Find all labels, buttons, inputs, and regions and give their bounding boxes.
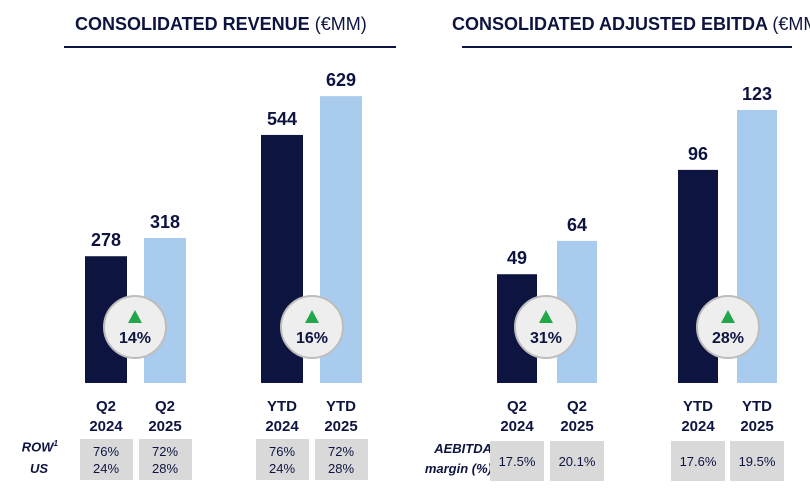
revenue-table-cell-value: 24% [268,460,296,476]
ebitda-table-cell-value: 17.5% [498,453,536,469]
revenue-table-cell: 76% 24% [255,439,309,480]
revenue-bar-value-label: 278 [91,230,121,250]
ebitda-chart-title: CONSOLIDATED ADJUSTED EBITDA (€MM) [452,12,810,36]
ebitda-growth-label: 31% [530,330,562,347]
revenue-row-label-row: ROW1 [21,439,58,455]
ebitda-row-label-margin: margin (%) [424,461,492,476]
revenue-bar-value-label: 629 [326,70,356,90]
ebitda-table-cell: 20.1% [550,441,604,481]
revenue-growth-badge [103,295,167,359]
ebitda-bar-value-label: 96 [688,144,708,164]
revenue-growth-label: 14% [119,330,151,347]
ebitda-table-cell: 19.5% [730,441,784,481]
ebitda-category-label: Q2 2024 [500,398,534,435]
up-arrow-icon [539,310,553,323]
ebitda-table-cell-value: 19.5% [738,453,776,469]
ebitda-table-cell-value: 17.6% [679,453,717,469]
ebitda-title-unit: (€MM) [772,14,810,34]
ebitda-growth-label: 28% [712,330,744,347]
ebitda-growth-badge [514,295,578,359]
revenue-category-label: Q2 2025 [148,398,181,435]
revenue-bar-value-label: 544 [267,109,297,129]
up-arrow-icon [305,310,319,323]
revenue-table-cell-value: 72% [151,443,179,459]
revenue-title-unit: (€MM) [314,14,367,34]
ebitda-title-underline [462,46,792,48]
revenue-table-cell: 76% 24% [79,439,133,480]
revenue-title-text: CONSOLIDATED REVENUE [75,14,310,34]
revenue-category-label: YTD 2024 [265,398,299,435]
up-arrow-icon [128,310,142,323]
ebitda-growth-badge [696,295,760,359]
ebitda-table-cell: 17.6% [671,441,725,481]
revenue-table-cell-value: 72% [327,443,355,459]
up-arrow-icon [721,310,735,323]
revenue-table-cell: 72% 28% [314,439,368,480]
revenue-table-cell-value: 28% [151,460,179,476]
ebitda-category-label: Q2 2025 [560,398,593,435]
revenue-table-cell-value: 76% [268,443,296,459]
ebitda-bar-value-label: 49 [507,248,527,268]
revenue-table-cell-value: 24% [92,460,120,476]
ebitda-bar-value-label: 64 [567,215,587,235]
revenue-table-cell-value: 76% [92,443,120,459]
ebitda-table-cell: 17.5% [490,441,544,481]
ebitda-row-label-aebitda: AEBITDA [434,441,492,456]
ebitda-title-text: CONSOLIDATED ADJUSTED EBITDA [452,14,768,34]
ebitda-bar-value-label: 123 [742,84,772,104]
revenue-growth-label: 16% [296,330,328,347]
revenue-growth-badge [280,295,344,359]
ebitda-category-label: YTD 2024 [681,398,715,435]
revenue-bar-value-label: 318 [150,212,180,232]
revenue-chart-title: CONSOLIDATED REVENUE (€MM) [75,12,367,36]
revenue-row-label-us: US [29,461,48,476]
revenue-category-label: YTD 2025 [324,398,357,435]
revenue-table-cell: 72% 28% [138,439,192,480]
ebitda-category-label: YTD 2025 [740,398,773,435]
ebitda-table-cell-value: 20.1% [558,453,596,469]
revenue-table-cell-value: 28% [327,460,355,476]
revenue-category-label: Q2 2024 [89,398,123,435]
revenue-title-underline [64,46,396,48]
